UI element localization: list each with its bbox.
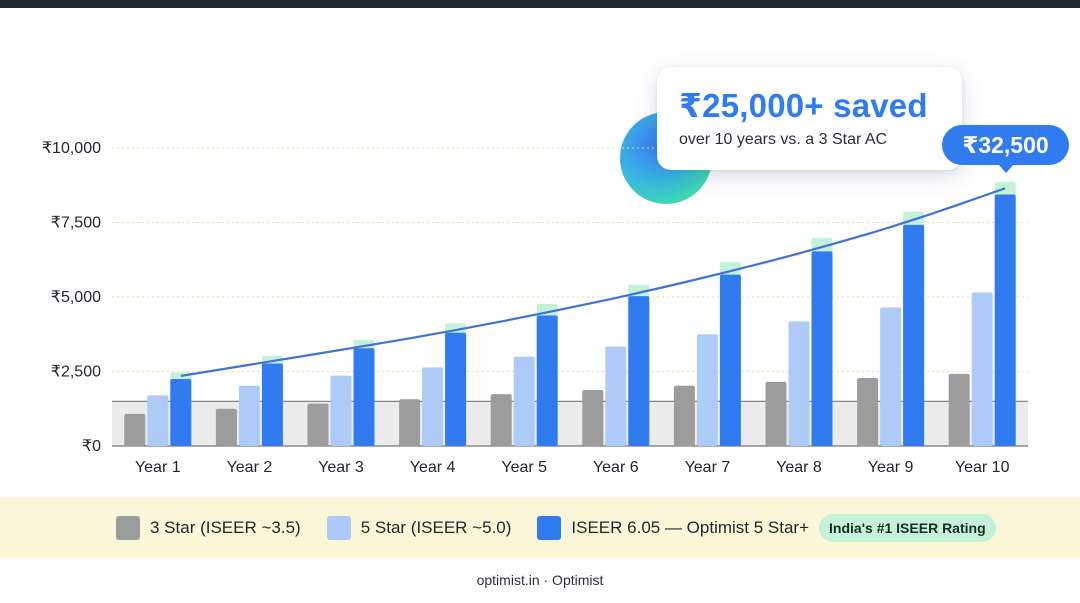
bar-5-star <box>513 356 535 446</box>
bar-5-star <box>238 385 260 446</box>
bar-5-star <box>605 346 627 446</box>
bar-3-star <box>673 385 695 446</box>
savings-bar-chart: ₹0 ₹2,500 ₹5,000 ₹7,500 ₹10,000 Year 1 Year 2 Y… <box>42 112 1028 476</box>
bar-3-star <box>857 378 879 446</box>
legend-swatch-optimist <box>537 515 562 540</box>
bar-3-star <box>399 399 421 446</box>
bar-3-star <box>765 381 787 446</box>
y-tick-label: ₹5,000 <box>51 289 101 306</box>
bar-5-star <box>147 395 169 446</box>
chart-legend: 3 Star (ISEER ~3.5) 5 Star (ISEER ~5.0) … <box>0 497 1080 558</box>
bar-3-star <box>948 373 970 446</box>
bar-optimist <box>445 332 467 446</box>
bar-5-star <box>696 334 718 446</box>
bar-3-star <box>307 403 329 446</box>
bar-5-star <box>788 321 810 446</box>
trend-line <box>180 187 1006 378</box>
x-tick-label: Year 7 <box>685 459 731 476</box>
bar-optimist <box>719 274 741 446</box>
callout-subtitle: over 10 years vs. a 3 Star AC <box>679 131 888 148</box>
y-tick-label: ₹2,500 <box>51 364 101 381</box>
bar-optimist <box>170 378 192 446</box>
legend-item-5-star: 5 Star (ISEER ~5.0) <box>326 515 512 540</box>
bar-3-star <box>124 413 146 446</box>
bar-optimist <box>628 296 650 446</box>
x-tick-label: Year 2 <box>227 459 273 476</box>
callout-title: ₹25,000+ saved <box>679 87 928 124</box>
x-tick-label: Year 5 <box>501 459 547 476</box>
bar-optimist <box>811 251 833 446</box>
legend-item-3-star: 3 Star (ISEER ~3.5) <box>116 515 301 540</box>
x-tick-label: Year 9 <box>868 459 914 476</box>
x-tick-label: Year 3 <box>318 459 364 476</box>
iseer-rating-pill: India's #1 ISEER Rating <box>819 513 996 542</box>
y-tick-label: ₹10,000 <box>42 140 101 157</box>
legend-label-5-star: 5 Star (ISEER ~5.0) <box>360 517 512 537</box>
legend-label-optimist: ISEER 6.05 — Optimist 5 Star+ <box>571 517 810 537</box>
bar-optimist <box>261 363 283 446</box>
bar-5-star <box>971 292 993 446</box>
bar-3-star <box>215 408 237 446</box>
bar-optimist <box>903 224 925 446</box>
bar-5-star <box>880 307 902 446</box>
legend-swatch-5-star <box>326 515 351 540</box>
total-value-badge: ₹32,500 <box>942 125 1069 173</box>
footer-credit: optimist.in · Optimist <box>476 572 604 588</box>
legend-label-3-star: 3 Star (ISEER ~3.5) <box>150 517 301 537</box>
y-tick-label: ₹7,500 <box>51 215 101 232</box>
legend-swatch-3-star <box>116 515 140 540</box>
savings-callout: ₹25,000+ saved over 10 years vs. a 3 Sta… <box>657 67 962 170</box>
bar-3-star <box>490 394 512 446</box>
bar-5-star <box>422 367 444 446</box>
bar-optimist <box>994 194 1016 446</box>
x-tick-label: Year 1 <box>135 459 181 476</box>
bar-5-star <box>330 375 352 446</box>
bar-optimist <box>536 315 558 446</box>
y-tick-label: ₹0 <box>82 438 101 455</box>
x-tick-label: Year 4 <box>410 459 456 476</box>
x-tick-label: Year 10 <box>955 459 1010 476</box>
x-tick-label: Year 6 <box>593 459 639 476</box>
legend-item-optimist: ISEER 6.05 — Optimist 5 Star+ India's #1… <box>537 513 996 542</box>
bar-optimist <box>353 348 375 446</box>
x-tick-label: Year 8 <box>776 459 822 476</box>
bar-3-star <box>582 389 604 446</box>
top-bar <box>0 0 1080 8</box>
